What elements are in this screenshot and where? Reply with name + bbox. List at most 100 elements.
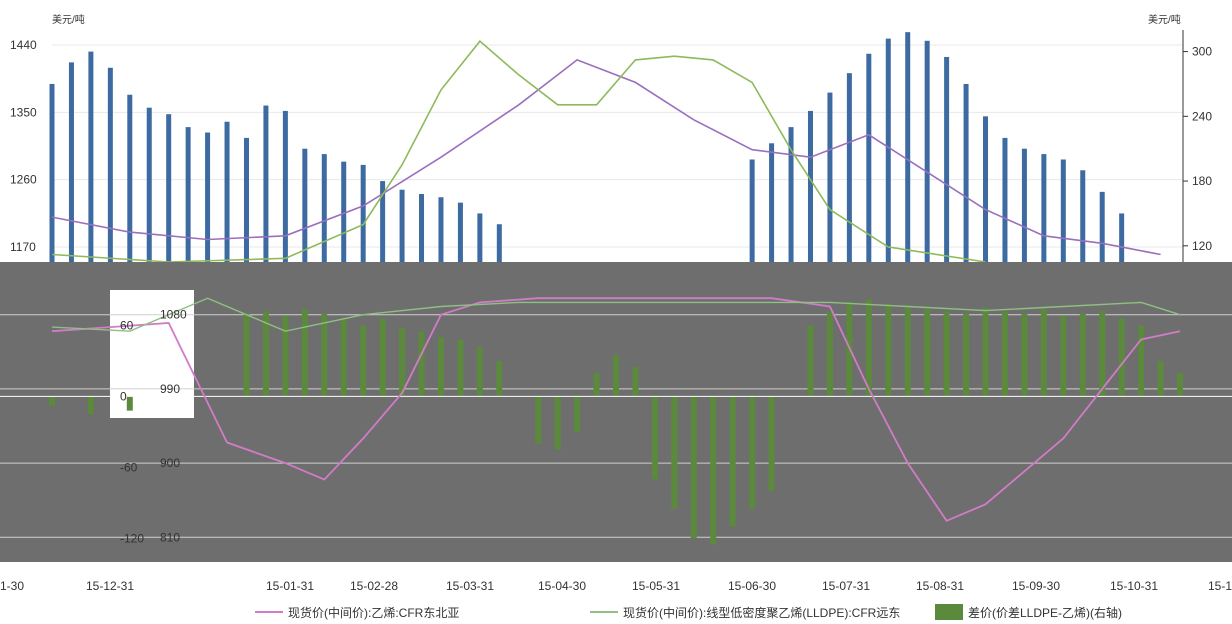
bottom-bar — [1079, 313, 1086, 397]
bottom-bar — [262, 311, 269, 397]
top-right-tick-label: 240 — [1192, 109, 1212, 123]
top-bar — [419, 194, 425, 262]
bottom-bar — [807, 325, 814, 397]
x-tick-label: 15-01-31 — [266, 579, 314, 593]
bottom-bar — [476, 346, 483, 397]
legend-label: 差价(价差LLDPE-乙烯)(右轴) — [968, 605, 1122, 620]
bottom-bar — [690, 396, 697, 539]
legend-swatch-bar — [935, 604, 963, 620]
bottom-bar — [457, 339, 464, 397]
top-bar — [827, 92, 833, 262]
bottom-bar — [613, 355, 619, 397]
bottom-bar — [1060, 316, 1067, 397]
top-gridlines — [52, 44, 1183, 248]
top-bar — [749, 159, 755, 262]
top-bar — [302, 148, 308, 262]
top-right-ticks: 300 240 180 120 — [1183, 45, 1212, 253]
top-bar — [788, 127, 794, 263]
top-bar — [146, 107, 152, 262]
bottom-bar — [126, 396, 133, 411]
bottom-bar — [437, 337, 444, 397]
bottom-bar — [399, 327, 406, 397]
bottom-bar — [321, 313, 328, 397]
top-bar — [88, 51, 94, 263]
bottom-right-tick-label: 990 — [160, 382, 180, 396]
top-bar — [944, 56, 950, 262]
bottom-bar — [1177, 372, 1183, 397]
x-axis: 1-30 15-12-31 15-01-31 15-02-28 15-03-31 15-0… — [0, 562, 1232, 602]
top-bar — [438, 197, 444, 262]
top-bar — [1002, 137, 1008, 262]
bottom-bar — [904, 306, 911, 397]
x-axis-band — [0, 562, 1232, 602]
top-line-a — [51, 58, 1161, 256]
bottom-bar — [632, 366, 639, 397]
bottom-bar — [87, 396, 94, 415]
top-left-tick-label: 1440 — [10, 38, 37, 52]
top-bar — [341, 161, 347, 262]
x-tick-label: 15-12-31 — [86, 579, 134, 593]
top-line-b — [51, 40, 986, 263]
x-tick-label: 15-04-30 — [538, 579, 586, 593]
x-tick-label: 15-06-30 — [728, 579, 776, 593]
top-bar — [205, 132, 211, 262]
top-bar — [1021, 148, 1027, 262]
bottom-bar — [885, 304, 892, 397]
top-bar — [885, 38, 891, 263]
top-left-tick-label: 1260 — [10, 173, 37, 187]
bottom-bar — [593, 372, 600, 397]
top-bar — [846, 73, 852, 263]
top-right-tick-label: 120 — [1192, 239, 1212, 253]
bottom-bar — [360, 325, 367, 397]
top-bar — [282, 110, 288, 262]
top-left-unit: 美元/吨 — [52, 13, 85, 26]
top-bar — [769, 143, 775, 262]
top-bar — [1099, 191, 1105, 262]
top-bar — [1119, 213, 1125, 262]
bottom-bar — [826, 311, 833, 397]
bottom-bar — [1001, 311, 1008, 397]
bottom-bar — [379, 318, 386, 397]
bottom-background — [0, 262, 1232, 562]
top-right-tick-label: 300 — [1192, 45, 1212, 59]
bottom-bar — [729, 396, 736, 527]
top-bar — [68, 62, 74, 262]
top-bar — [243, 137, 249, 262]
bottom-left-tick-label: -120 — [120, 531, 144, 545]
top-bar — [166, 114, 172, 262]
top-bar — [983, 116, 989, 262]
bottom-left-tick-label: -60 — [120, 460, 138, 474]
bottom-bar — [982, 307, 989, 397]
bottom-bar — [243, 313, 250, 397]
bottom-bar — [1099, 311, 1106, 397]
top-bar — [866, 53, 872, 263]
bottom-line-b — [51, 297, 1181, 332]
x-tick-label: 1-30 — [0, 579, 24, 593]
bottom-bar — [1021, 313, 1028, 397]
x-ticks: 1-30 15-12-31 15-01-31 15-02-28 15-03-31 15-0… — [0, 579, 1232, 593]
x-tick-label: 15-05-31 — [632, 579, 680, 593]
bottom-bar — [282, 316, 289, 397]
bottom-bar — [301, 308, 308, 397]
bottom-bar — [496, 360, 503, 397]
bottom-left-tick-label: 0 — [120, 389, 127, 403]
bottom-bar — [1040, 308, 1047, 397]
bottom-bar — [49, 396, 55, 406]
top-right-unit: 美元/吨 — [1148, 13, 1181, 26]
bottom-right-tick-label: 900 — [160, 456, 180, 470]
bottom-bar — [1138, 325, 1145, 397]
top-bar — [1060, 159, 1066, 262]
top-bars — [49, 32, 1125, 263]
top-bar — [107, 67, 113, 262]
top-lines — [51, 40, 1161, 263]
top-left-tick-label: 1170 — [10, 240, 36, 254]
x-tick-label: 15-03-31 — [446, 579, 494, 593]
bottom-bar — [1157, 360, 1164, 397]
x-tick-label: 15-07-31 — [822, 579, 870, 593]
top-bar — [457, 202, 463, 262]
bottom-panel: 60 0 -60 -120 1080 990 900 810 — [0, 262, 1232, 562]
bottom-bar — [651, 396, 658, 480]
top-bar — [185, 127, 191, 263]
top-left-tick-label: 1350 — [10, 105, 37, 119]
